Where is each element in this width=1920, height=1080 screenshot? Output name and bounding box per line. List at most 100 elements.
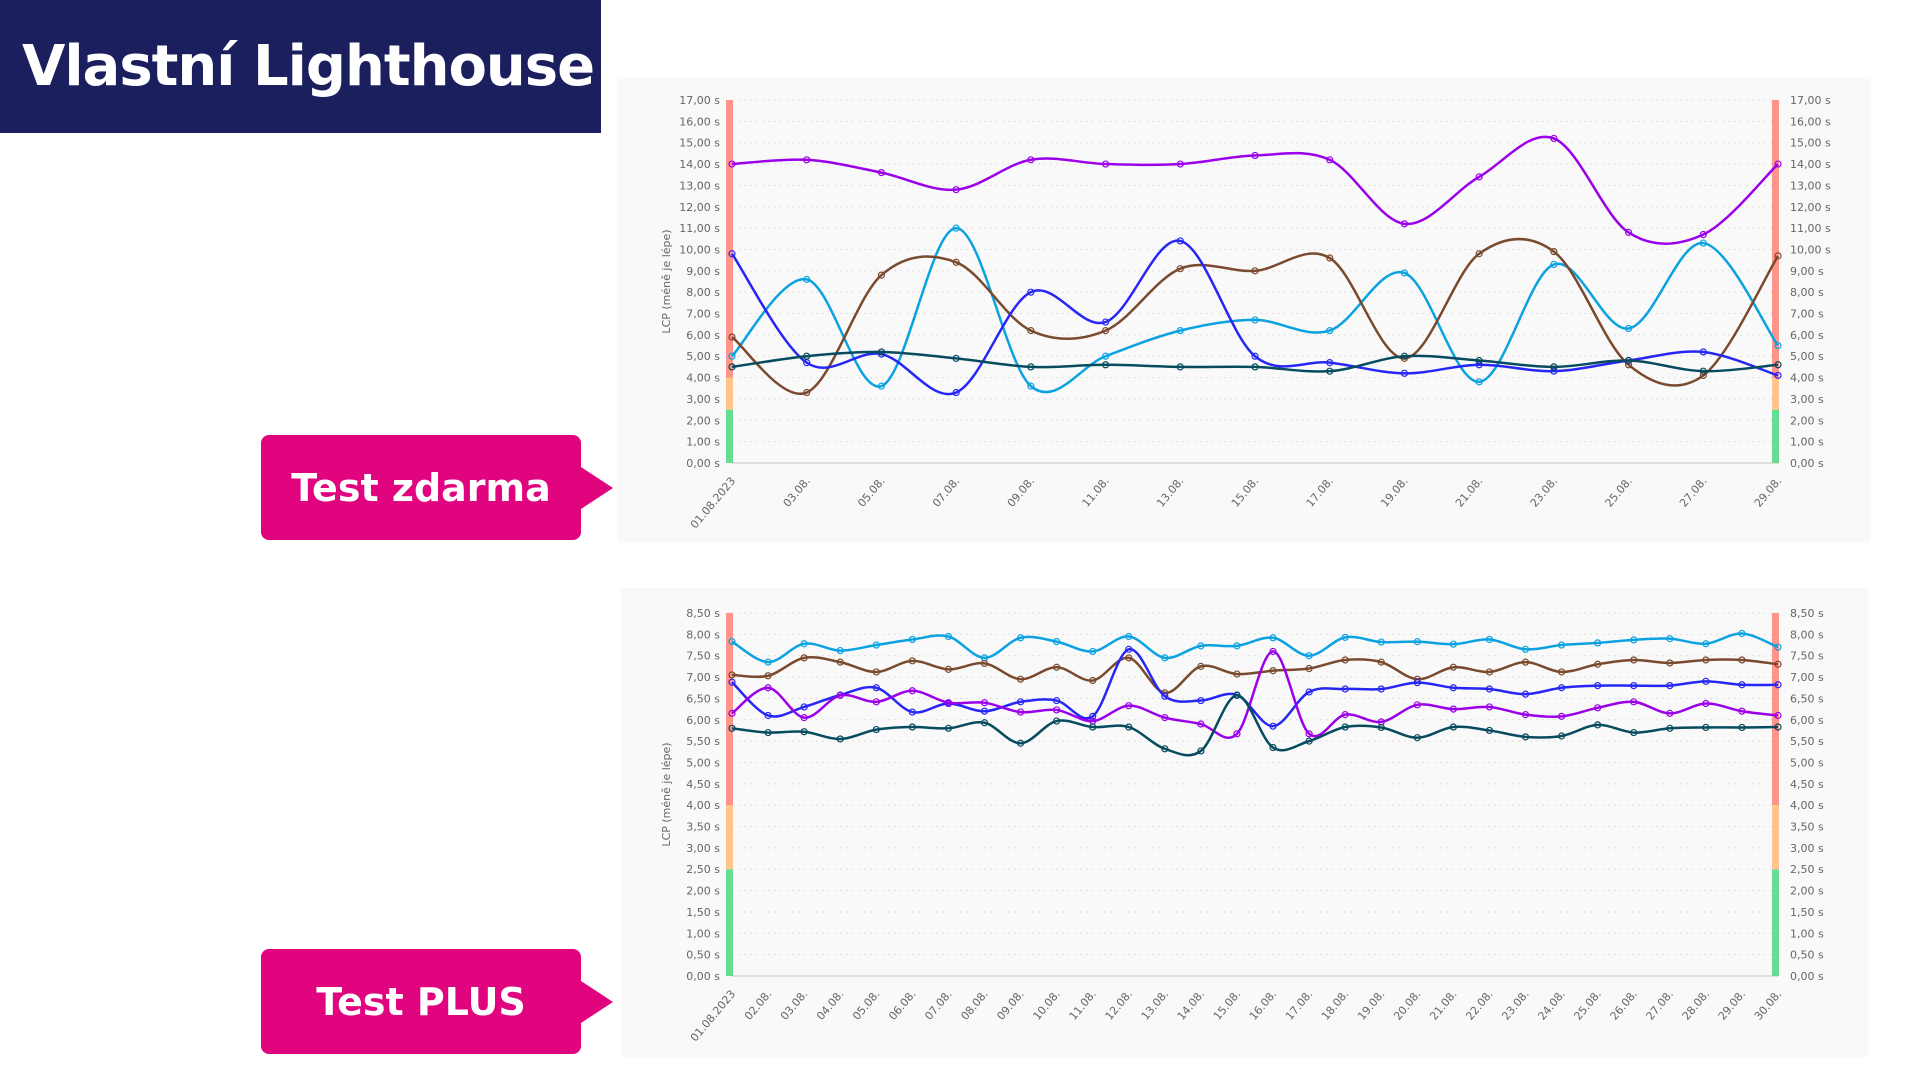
x-tick-label: 01.08.2023 (688, 475, 738, 532)
data-point-blue (1176, 237, 1184, 245)
data-point-teal (803, 352, 811, 360)
y-tick-right: 6,50 s (1790, 692, 1824, 705)
data-point-brown (1305, 664, 1313, 673)
data-point-purple (1053, 706, 1061, 714)
label-test-plus: Test PLUS (261, 949, 613, 1054)
data-point-blue (1485, 685, 1494, 693)
data-point-purple (1774, 711, 1782, 720)
data-point-purple (1125, 702, 1133, 710)
data-point-brown (800, 654, 808, 662)
data-point-brown (1702, 656, 1710, 664)
y-tick-right: 11,00 s (1790, 222, 1831, 235)
x-tick-label: 26.08. (1608, 988, 1640, 1023)
data-point-blue (1449, 684, 1457, 692)
x-tick-label: 02.08. (742, 988, 774, 1023)
y-tick-right: 5,00 s (1790, 350, 1824, 363)
data-point-purple (1521, 711, 1530, 719)
x-tick-label: 30.08. (1752, 988, 1784, 1023)
data-point-teal (1449, 723, 1457, 731)
y-tick-right: 3,50 s (1790, 821, 1824, 834)
data-point-purple (1630, 698, 1638, 706)
data-point-purple (908, 687, 916, 695)
y-tick-right: 12,00 s (1790, 201, 1831, 214)
series-line-brown (731, 237, 1780, 396)
data-point-blue (1089, 712, 1097, 720)
x-tick-label: 14.08. (1175, 988, 1207, 1023)
data-point-teal (1624, 356, 1633, 365)
data-point-brown (1326, 254, 1334, 262)
data-point-teal (980, 719, 989, 727)
series-line-purple (731, 650, 1779, 740)
x-tick-label: 29.08. (1752, 475, 1784, 510)
data-point-purple (1176, 160, 1184, 168)
data-point-brown (1269, 667, 1277, 675)
data-point-blue (728, 678, 736, 686)
data-point-brown (1738, 656, 1746, 664)
y-tick-left: 3,00 s (686, 842, 720, 855)
y-tick-left: 6,00 s (686, 329, 720, 342)
y-tick-left: 4,50 s (686, 778, 720, 791)
chart-plus: 0,00 s 0,00 s 0,50 s 0,50 s 1,00 s 1,00 s 1,50… (621, 588, 1868, 1057)
y-tick-left: 3,00 s (686, 393, 720, 406)
data-point-cyan (1485, 635, 1494, 644)
x-tick-label: 09.08. (1005, 475, 1037, 510)
data-point-brown (908, 657, 916, 665)
data-point-blue (1016, 698, 1025, 706)
x-tick-label: 03.08. (781, 475, 813, 510)
x-tick-label: 25.08. (1571, 988, 1603, 1023)
y-tick-left: 1,50 s (686, 906, 720, 919)
data-point-blue (1666, 681, 1674, 690)
x-tick-label: 18.08. (1319, 988, 1351, 1023)
y-tick-right: 1,00 s (1790, 436, 1824, 449)
data-point-purple (1341, 711, 1349, 719)
data-point-teal (728, 363, 736, 371)
y-tick-right: 17,00 s (1790, 94, 1831, 107)
y-tick-left: 7,00 s (686, 671, 720, 684)
x-tick-label: 13.08. (1154, 475, 1186, 510)
data-point-cyan (1326, 327, 1334, 335)
data-point-cyan (1774, 643, 1782, 651)
data-point-brown (1176, 265, 1184, 273)
data-point-brown (1449, 663, 1457, 671)
y-tick-left: 12,00 s (679, 201, 720, 214)
data-point-brown (728, 333, 736, 341)
data-point-purple (1251, 151, 1259, 160)
data-point-brown (1699, 371, 1707, 380)
data-point-teal (1699, 367, 1707, 375)
data-point-teal (1089, 723, 1097, 731)
data-point-teal (728, 724, 736, 732)
data-point-purple (764, 684, 772, 692)
data-point-teal (1125, 723, 1133, 731)
zone-good-bar (726, 869, 733, 976)
data-point-teal (1016, 739, 1025, 747)
y-tick-left: 13,00 s (679, 179, 720, 192)
y-tick-left: 3,50 s (686, 821, 720, 834)
y-tick-right: 6,00 s (1790, 329, 1824, 342)
y-tick-left: 0,00 s (686, 457, 720, 470)
data-point-cyan (1630, 636, 1638, 644)
y-tick-left: 10,00 s (679, 243, 720, 256)
series-line-blue (730, 239, 1779, 396)
data-point-teal (1233, 691, 1241, 700)
data-point-teal (1341, 723, 1349, 731)
data-point-blue (872, 684, 880, 692)
data-point-brown (1125, 654, 1133, 662)
y-tick-left: 7,00 s (686, 308, 720, 321)
x-tick-label: 25.08. (1602, 475, 1634, 510)
x-tick-label: 07.08. (930, 475, 962, 510)
y-tick-left: 2,00 s (686, 414, 720, 427)
x-tick-label: 11.08. (1079, 475, 1111, 510)
zone-good-bar (726, 409, 733, 463)
data-point-purple (728, 709, 736, 717)
data-point-cyan (1594, 639, 1602, 647)
data-point-blue (1341, 685, 1349, 693)
x-tick-label: 13.08. (1139, 988, 1171, 1023)
y-tick-right: 3,00 s (1790, 842, 1824, 855)
data-point-teal (944, 724, 953, 732)
data-point-brown (1197, 662, 1205, 670)
data-point-purple (1305, 730, 1313, 738)
data-point-teal (1557, 732, 1566, 740)
zone-bad-bar (1772, 613, 1779, 806)
data-point-brown (872, 668, 880, 676)
data-point-purple (1666, 709, 1674, 717)
